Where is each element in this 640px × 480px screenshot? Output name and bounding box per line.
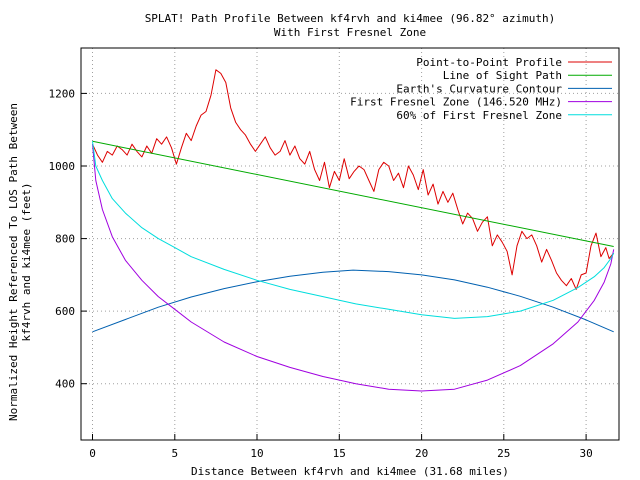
x-tick-label: 15 — [333, 447, 346, 460]
x-tick-label: 10 — [250, 447, 263, 460]
grid-lines — [81, 48, 619, 440]
legend-entry: Earth's Curvature Contour — [396, 82, 562, 95]
plot-frame — [80, 47, 620, 441]
x-tick-label: 25 — [497, 447, 510, 460]
series-lines — [92, 69, 615, 392]
y-tick-label: 1000 — [49, 160, 76, 173]
y-tick-label: 400 — [55, 378, 75, 391]
chart-title: SPLAT! Path Profile Between kf4rvh and k… — [145, 12, 556, 25]
y-axis-label-line2: kf4rvh and ki4mee (feet) — [20, 183, 33, 342]
y-tick-label: 800 — [55, 233, 75, 246]
chart-subtitle: With First Fresnel Zone — [274, 26, 426, 39]
series-line — [92, 269, 614, 333]
series-line — [92, 69, 615, 290]
x-tick-label: 30 — [579, 447, 592, 460]
x-tick-label: 0 — [89, 447, 96, 460]
series-line — [92, 140, 614, 247]
y-axis-label-line1: Normalized Height Referenced To LOS Path… — [7, 103, 20, 421]
legend-entry: Point-to-Point Profile — [416, 56, 562, 69]
series-line — [92, 144, 615, 392]
legend-entry: Line of Sight Path — [443, 69, 562, 82]
x-tick-label: 5 — [171, 447, 178, 460]
legend-entry: First Fresnel Zone (146.520 MHz) — [350, 96, 562, 109]
series-line — [92, 141, 615, 319]
y-tick-label: 600 — [55, 305, 75, 318]
x-tick-label: 20 — [415, 447, 428, 460]
y-tick-label: 1200 — [49, 87, 76, 100]
x-axis-label: Distance Between kf4rvh and ki4mee (31.6… — [191, 465, 509, 478]
axis-ticks: 0 5 10 15 20 25 30 400 600 800 1000 1200 — [49, 87, 593, 460]
legend-entry: 60% of First Fresnel Zone — [396, 109, 562, 122]
